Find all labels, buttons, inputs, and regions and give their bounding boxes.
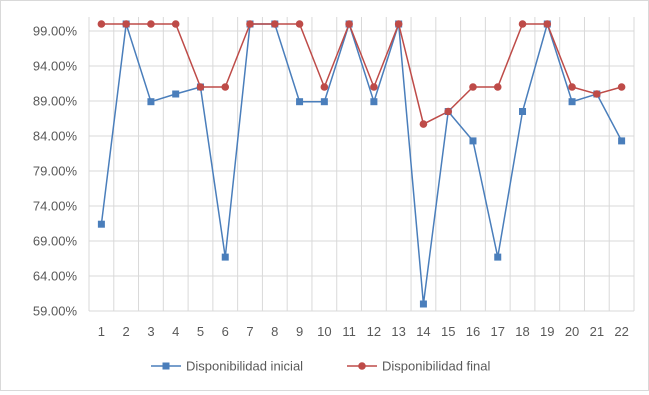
x-axis-ticks: 1 2 3 4 5 6 7 8 9 10 11 12 13 14 15 16 17 18 19 20 21 22 — [98, 324, 629, 339]
x-tick-label: 1 — [98, 324, 105, 339]
data-point-circle — [221, 83, 230, 91]
series-line-0 — [100, 21, 623, 305]
data-point-circle — [122, 20, 130, 28]
data-point-circle — [394, 20, 403, 28]
x-tick-label: 11 — [342, 324, 356, 339]
y-tick-label: 99.00% — [33, 24, 78, 39]
x-tick-label: 10 — [317, 324, 331, 339]
data-point-circle — [295, 20, 304, 28]
legend-marker-square — [162, 362, 170, 370]
y-tick-label: 69.00% — [33, 234, 78, 249]
legend-marker-circle — [358, 362, 366, 370]
data-point-square — [97, 220, 105, 228]
data-point-circle — [147, 20, 155, 28]
legend-label: Disponibilidad inicial — [186, 359, 303, 374]
x-tick-label: 3 — [147, 324, 154, 339]
data-point-circle — [543, 20, 552, 28]
data-point-circle — [518, 20, 527, 28]
data-point-square — [568, 98, 576, 106]
legend-label: Disponibilidad final — [382, 359, 491, 374]
data-point-circle — [320, 83, 329, 91]
y-tick-label: 94.00% — [33, 59, 78, 74]
grid-lines — [88, 17, 635, 312]
y-tick-label: 84.00% — [33, 129, 78, 144]
x-tick-label: 5 — [197, 324, 204, 339]
data-point-circle — [444, 107, 453, 116]
series-line-1 — [101, 21, 622, 126]
x-tick-label: 12 — [367, 324, 381, 339]
x-tick-label: 17 — [491, 324, 505, 339]
data-point-circle — [593, 90, 601, 98]
x-tick-label: 22 — [614, 324, 628, 339]
data-point-circle — [469, 83, 477, 91]
data-point-square — [320, 98, 328, 106]
data-point-circle — [97, 20, 106, 28]
x-tick-label: 6 — [222, 324, 229, 339]
x-tick-label: 18 — [515, 324, 529, 339]
data-point-circle — [568, 83, 576, 91]
x-tick-label: 9 — [296, 324, 303, 339]
data-point-circle — [617, 83, 626, 91]
data-point-circle — [493, 83, 502, 91]
y-tick-label: 89.00% — [33, 94, 78, 109]
y-tick-label: 59.00% — [33, 304, 78, 319]
data-point-circle — [270, 20, 279, 28]
x-tick-label: 8 — [271, 324, 278, 339]
x-tick-label: 15 — [441, 324, 455, 339]
data-point-circle — [246, 20, 254, 28]
data-point-square — [618, 137, 626, 145]
x-tick-label: 14 — [416, 324, 430, 339]
data-point-square — [370, 98, 378, 106]
x-tick-label: 20 — [565, 324, 579, 339]
data-point-circle — [370, 83, 378, 91]
data-point-square — [296, 98, 304, 106]
series-lines — [97, 20, 626, 308]
x-tick-label: 21 — [590, 324, 604, 339]
data-point-square — [519, 108, 527, 115]
data-point-square — [469, 137, 477, 145]
data-point-circle — [171, 20, 180, 28]
data-point-square — [147, 98, 155, 106]
y-tick-label: 79.00% — [33, 164, 78, 179]
x-tick-label: 13 — [391, 324, 405, 339]
y-axis-ticks: 59.00% 64.00% 69.00% 74.00% 79.00% 84.00% 89.0… — [33, 24, 78, 319]
x-tick-label: 2 — [123, 324, 130, 339]
y-tick-label: 64.00% — [33, 269, 78, 284]
x-tick-label: 19 — [540, 324, 554, 339]
data-point-square — [419, 300, 427, 308]
x-tick-label: 16 — [466, 324, 480, 339]
y-tick-label: 74.00% — [33, 199, 78, 214]
x-tick-label: 4 — [172, 324, 179, 339]
data-point-square — [221, 253, 229, 261]
data-point-circle — [196, 83, 205, 91]
data-point-circle — [345, 20, 353, 28]
x-tick-label: 7 — [246, 324, 253, 339]
data-point-square — [494, 253, 502, 261]
data-point-square — [172, 90, 180, 98]
legend: Disponibilidad inicial Disponibilidad fin… — [151, 359, 491, 374]
data-point-circle — [419, 120, 428, 128]
